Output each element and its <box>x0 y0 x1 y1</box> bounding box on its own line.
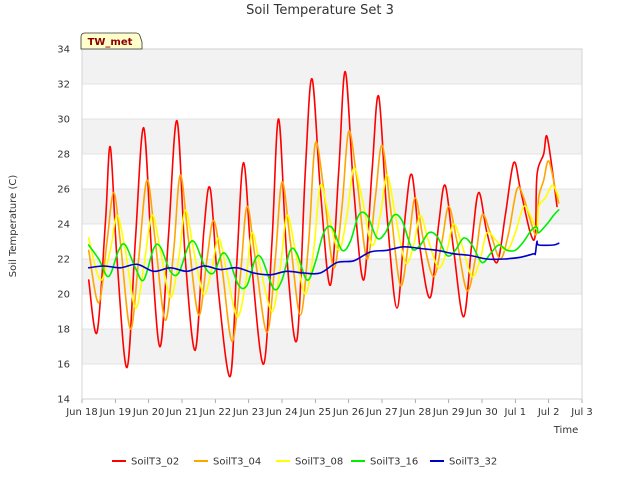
plot-band <box>82 49 582 84</box>
series-line-soilt3-32 <box>87 240 560 276</box>
x-tick-label: Jun 23 <box>232 407 265 418</box>
chart-title: Soil Temperature Set 3 <box>246 3 394 18</box>
series-lines <box>87 70 560 378</box>
y-tick-label: 24 <box>57 220 70 231</box>
y-tick-label: 30 <box>57 115 70 126</box>
series-line-soilt3-02 <box>87 70 558 378</box>
plot-band <box>82 364 582 399</box>
plot-band <box>82 119 582 154</box>
legend-label: SoilT3_16 <box>370 457 418 468</box>
y-tick-label: 16 <box>57 360 70 371</box>
y-tick-label: 14 <box>57 395 70 406</box>
legend: SoilT3_02 SoilT3_04 SoilT3_08 SoilT3_16 Soil… <box>112 457 497 468</box>
plot-frame <box>81 48 583 400</box>
badge: TW_met <box>80 32 143 50</box>
legend-label: SoilT3_08 <box>295 457 343 468</box>
legend-label: SoilT3_32 <box>449 457 497 468</box>
axes: 14 16 18 20 22 24 26 28 30 32 34 Jun 18 Jun 19 Jun 20… <box>57 45 593 419</box>
y-tick-label: 34 <box>57 45 70 56</box>
x-tick-label: Jun 21 <box>165 407 198 418</box>
plot-band <box>82 329 582 364</box>
x-tick-label: Jun 29 <box>432 407 465 418</box>
x-tick-label: Jun 22 <box>199 407 232 418</box>
x-tick-label: Jun 20 <box>132 407 165 418</box>
plot-band <box>82 189 582 224</box>
y-tick-label: 18 <box>57 325 70 336</box>
x-tick-label: Jun 19 <box>99 407 132 418</box>
y-tick-label: 22 <box>57 255 70 266</box>
x-tick-label: Jun 24 <box>265 407 298 418</box>
legend-label: SoilT3_02 <box>131 457 179 468</box>
x-tick-label: Jul 3 <box>570 407 593 418</box>
y-axis-label: Soil Temperature (C) <box>8 175 19 278</box>
y-tick-label: 28 <box>57 150 70 161</box>
series-line-soilt3-04 <box>87 130 560 343</box>
x-tick-label: Jun 25 <box>299 407 332 418</box>
plot-band <box>82 154 582 189</box>
y-tick-label: 20 <box>57 290 70 301</box>
legend-label: SoilT3_04 <box>213 457 261 468</box>
x-tick-label: Jun 18 <box>65 407 98 418</box>
y-tick-label: 32 <box>57 80 70 91</box>
badge-label: TW_met <box>88 37 133 48</box>
x-tick-label: Jun 26 <box>332 407 365 418</box>
x-tick-label: Jun 28 <box>399 407 432 418</box>
x-tick-label: Jun 30 <box>465 407 498 418</box>
x-tick-label: Jul 2 <box>537 407 560 418</box>
plot-band <box>82 84 582 119</box>
x-axis-label: Time <box>553 425 578 436</box>
series-line-soilt3-16 <box>87 209 560 291</box>
badge-box <box>80 32 143 50</box>
y-tick-label: 26 <box>57 185 70 196</box>
x-tick-label: Jun 27 <box>365 407 398 418</box>
x-tick-label: Jul 1 <box>504 407 527 418</box>
